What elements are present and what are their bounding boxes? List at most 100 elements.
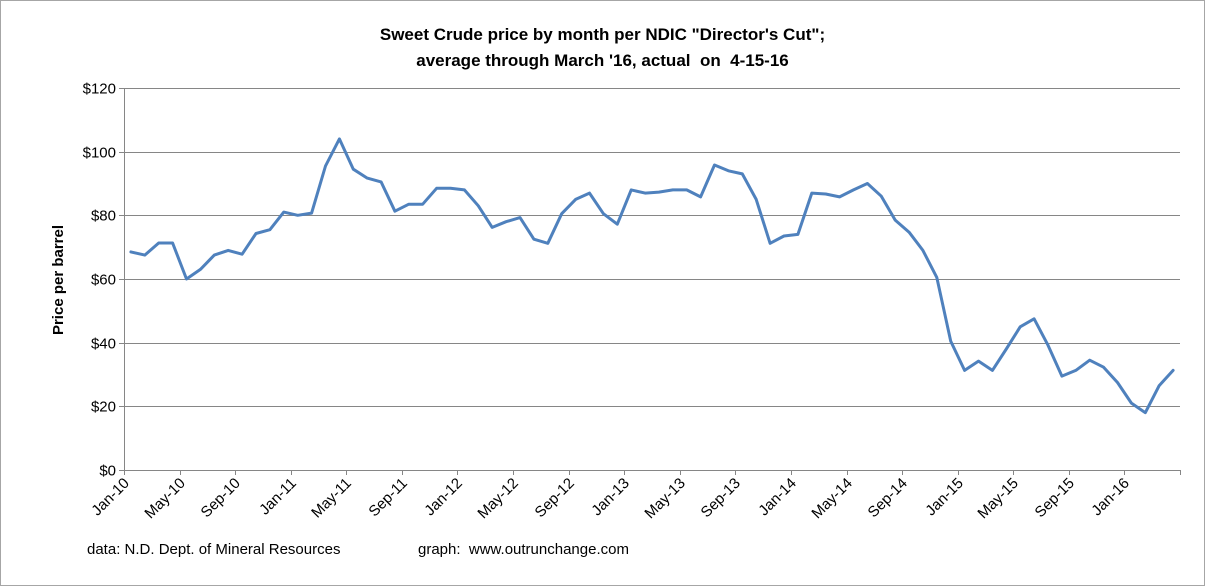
x-tick-label: Jan-16 (1088, 475, 1132, 519)
data-point (560, 212, 563, 215)
data-point (935, 276, 938, 279)
data-point (796, 233, 800, 236)
x-tick-label: Jan-10 (88, 475, 132, 519)
data-point (1019, 325, 1022, 328)
data-point (991, 369, 994, 372)
data-point (532, 238, 536, 241)
data-point (727, 169, 730, 172)
axes (124, 88, 1180, 471)
data-point (199, 268, 202, 271)
data-point (463, 188, 466, 192)
data-point (1102, 366, 1105, 369)
footer-graph-credit: graph: www.outrunchange.com (418, 541, 629, 558)
data-point (1046, 344, 1050, 347)
data-point (185, 277, 188, 281)
data-point (449, 187, 452, 190)
data-point (657, 190, 661, 194)
data-point (921, 249, 925, 252)
data-point (880, 195, 883, 198)
data-point (699, 195, 702, 199)
data-point (616, 223, 619, 226)
x-tick-label: Sep-15 (1032, 475, 1078, 521)
data-point (977, 359, 980, 363)
data-point (1158, 384, 1161, 387)
gridlines (124, 88, 1180, 407)
data-point (338, 137, 341, 141)
data-point (1005, 347, 1008, 351)
y-tick-label: $60 (91, 272, 116, 289)
data-point (838, 195, 841, 199)
data-point (1130, 401, 1133, 405)
data-point (296, 214, 299, 217)
y-tick-label: $20 (91, 399, 116, 416)
data-point (546, 242, 549, 245)
data-point (1171, 369, 1175, 372)
y-tick-label: $0 (99, 463, 116, 480)
data-point (1032, 317, 1036, 320)
x-tick-label: Jan-12 (421, 475, 465, 519)
data-point (129, 250, 133, 254)
data-point (602, 212, 605, 215)
y-tick-label: $80 (91, 208, 116, 225)
x-tick-label: May-13 (641, 475, 688, 522)
data-point (1060, 374, 1064, 378)
x-tick-label: Sep-13 (698, 475, 744, 521)
data-point (282, 210, 285, 214)
data-point (366, 176, 369, 180)
data-point (1088, 359, 1091, 362)
data-point (157, 241, 160, 245)
data-point (407, 203, 410, 206)
chart-subtitle: average through March '16, actual on 4-1… (416, 51, 789, 70)
x-tick-label: Jan-15 (922, 475, 966, 519)
data-point (782, 234, 786, 238)
data-point (324, 164, 327, 168)
data-point (894, 218, 897, 222)
x-tick-label: May-11 (308, 475, 355, 522)
data-point (310, 211, 313, 215)
data-point (685, 188, 688, 192)
data-point (491, 226, 494, 229)
data-point (393, 210, 397, 213)
data-point (240, 253, 244, 256)
data-point (588, 191, 591, 195)
x-tick-label: May-12 (474, 475, 521, 522)
data-point (768, 242, 772, 245)
data-point (213, 253, 216, 257)
data-point (171, 241, 174, 245)
x-tick-label: Sep-14 (865, 475, 911, 521)
y-axis-ticks: $0 $20 $40 $60 $80 $100 $120 (83, 81, 124, 480)
y-tick-label: $100 (83, 145, 116, 162)
data-point (143, 253, 146, 257)
data-point (810, 191, 813, 195)
footer-source: data: N.D. Dept. of Mineral Resources (87, 541, 341, 558)
series-group (129, 137, 1175, 415)
data-point (630, 188, 633, 192)
data-point (907, 231, 911, 234)
data-point (713, 163, 716, 167)
x-tick-label: Jan-13 (588, 475, 632, 519)
x-tick-label: Jan-11 (256, 475, 300, 519)
data-point (574, 198, 577, 201)
y-tick-label: $40 (91, 336, 116, 353)
data-point (421, 203, 424, 206)
data-point (824, 192, 827, 196)
data-point (1116, 381, 1119, 384)
data-point (352, 168, 355, 171)
y-tick-label: $120 (83, 81, 116, 98)
chart-title: Sweet Crude price by month per NDIC "Dir… (379, 25, 826, 44)
series-line (129, 137, 1175, 415)
data-point (643, 191, 647, 195)
x-tick-label: May-10 (141, 475, 188, 522)
x-tick-label: Sep-12 (532, 475, 578, 521)
data-point (504, 220, 508, 223)
data-point (1074, 369, 1078, 372)
data-point (949, 339, 952, 343)
data-point (852, 188, 855, 192)
data-point (254, 232, 258, 235)
data-point (379, 180, 383, 184)
chart-title-block: Sweet Crude price by month per NDIC "Dir… (0, 22, 1205, 74)
x-tick-label: Jan-14 (755, 475, 799, 519)
x-tick-label: Sep-11 (365, 475, 410, 520)
x-tick-label: Sep-10 (198, 475, 244, 521)
